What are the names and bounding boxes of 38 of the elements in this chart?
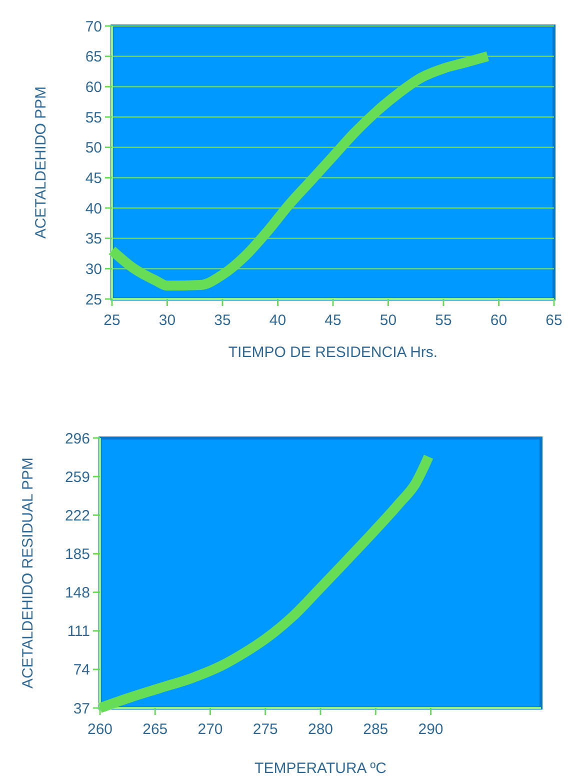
y-tick-label: 259 <box>64 468 90 486</box>
x-tick-label: 50 <box>380 312 397 329</box>
y-tick-label: 25 <box>85 291 102 308</box>
x-axis-title: TIEMPO DE RESIDENCIA Hrs. <box>228 344 438 361</box>
y-tick-label: 70 <box>85 18 102 36</box>
y-tick-label: 185 <box>64 546 90 563</box>
x-tick-label: 30 <box>158 312 176 329</box>
y-tick-label: 65 <box>85 48 102 66</box>
y-tick-label: 60 <box>85 78 102 96</box>
x-tick-label: 60 <box>490 312 508 329</box>
x-tick-label: 25 <box>104 312 120 329</box>
y-tick-label: 30 <box>85 260 102 278</box>
y-tick-label: 74 <box>73 662 90 679</box>
y-tick-label: 148 <box>64 584 90 602</box>
y-tick-label: 55 <box>85 109 102 126</box>
y-axis-title: ACETALDEHIDO RESIDUAL PPM <box>19 458 36 688</box>
y-tick-label: 222 <box>64 507 90 524</box>
x-tick-label: 65 <box>546 312 562 329</box>
x-tick-label: 45 <box>324 312 342 329</box>
x-tick-label: 275 <box>252 721 278 738</box>
x-tick-label: 55 <box>435 312 452 329</box>
x-tick-label: 265 <box>142 721 168 738</box>
y-tick-label: 37 <box>73 700 90 718</box>
y-tick-label: 50 <box>85 140 102 157</box>
x-tick-label: 290 <box>418 721 444 738</box>
y-tick-label: 45 <box>85 170 102 187</box>
y-tick-label: 296 <box>64 430 90 448</box>
x-tick-label: 270 <box>198 721 223 738</box>
x-tick-label: 35 <box>214 312 231 329</box>
x-tick-label: 280 <box>308 721 334 738</box>
y-axis-title: ACETALDEHIDO PPM <box>32 86 50 239</box>
y-tick-label: 111 <box>67 623 90 640</box>
y-tick-label: 35 <box>85 230 102 248</box>
x-tick-label: 40 <box>269 312 286 329</box>
x-tick-label: 285 <box>363 721 388 738</box>
y-tick-label: 40 <box>85 200 102 218</box>
x-axis-title: TEMPERATURA ºC <box>254 760 387 777</box>
x-tick-label: 260 <box>87 721 113 738</box>
